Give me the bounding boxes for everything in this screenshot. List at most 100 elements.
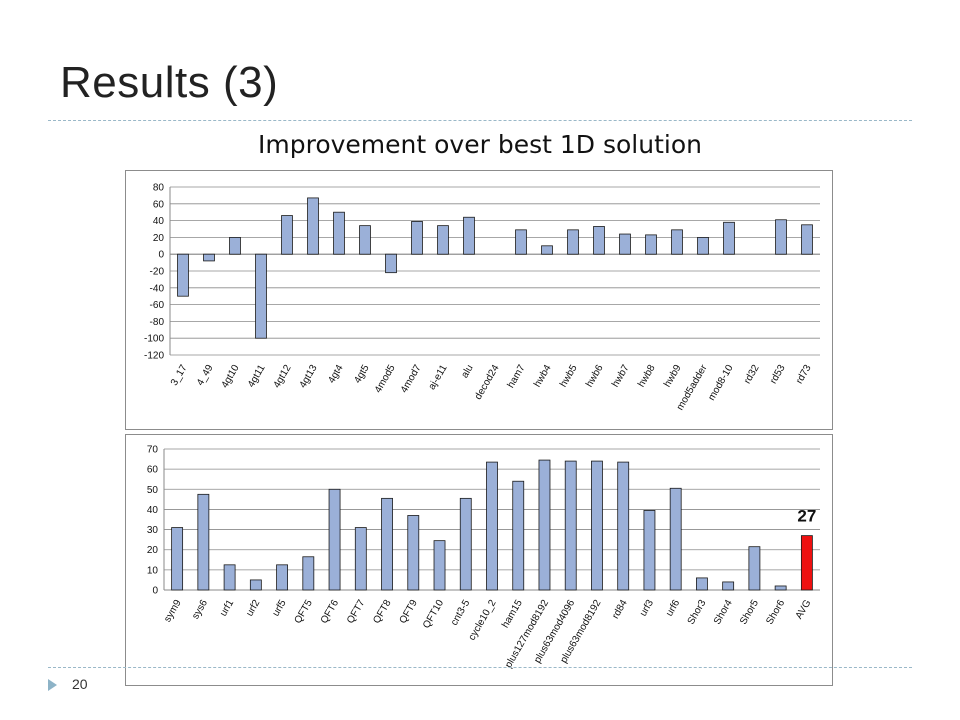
- y-tick-label: -60: [150, 300, 165, 311]
- x-tick-label: ham7: [506, 363, 528, 391]
- chart-1d-improvement-top: -120 -100 -80 -60 -40 -20 0 20 40 60 80 3_17 4_49 4gt…: [125, 170, 833, 430]
- x-tick-label: QFT6: [319, 598, 342, 626]
- x-tick-label: rd32: [742, 363, 762, 386]
- bar-4gt13: [307, 197, 319, 255]
- bar-4gt4: [333, 211, 345, 255]
- bar-hwb9: [671, 229, 683, 255]
- slide-title: Results (3): [60, 58, 279, 107]
- bar-ham15: [512, 480, 525, 591]
- x-tick-label: hwb6: [584, 363, 606, 390]
- bar-cnt3-5: [459, 497, 472, 591]
- bar-rd53: [775, 219, 787, 255]
- x-tick-label: urf1: [218, 598, 236, 619]
- x-tick-label: 4gt12: [272, 363, 294, 391]
- bar-urf2: [249, 579, 262, 591]
- bar-rd84: [617, 461, 630, 591]
- bar-cycle10_2: [486, 461, 498, 591]
- x-tick-label: ham15: [500, 598, 525, 630]
- x-tick-label: QFT7: [345, 598, 368, 626]
- x-tick-label: 4_49: [195, 363, 216, 388]
- x-tick-label: urf6: [664, 598, 682, 619]
- x-tick-label: QFT8: [371, 598, 394, 626]
- x-tick-label: cnt3-5: [449, 598, 473, 628]
- bar-urf6: [669, 487, 682, 591]
- x-tick-label: hwb9: [662, 363, 684, 390]
- x-tick-label: rd73: [794, 363, 814, 386]
- bar-hwb5: [567, 229, 579, 255]
- avg-annotation: 27: [797, 507, 816, 526]
- bar-AVG: [800, 535, 813, 591]
- page-number: 20: [72, 676, 88, 692]
- bar-Shor3: [696, 577, 708, 591]
- bar-4mod5: [385, 253, 397, 274]
- bar-4gt11: [255, 253, 267, 339]
- y-tick-label: 20: [153, 233, 165, 244]
- y-tick-label: -120: [144, 351, 164, 362]
- bar-mod8-10: [723, 221, 735, 255]
- bar-QFT8: [381, 497, 393, 591]
- bar-hwb6: [593, 226, 605, 255]
- bar-mod5adder: [697, 237, 709, 255]
- y-tick-label: -80: [150, 317, 165, 328]
- y-tick-label: 0: [158, 250, 164, 261]
- bar-Shor6: [774, 585, 787, 591]
- bar-hwb4: [541, 245, 553, 255]
- y-tick-label: 10: [147, 565, 159, 576]
- x-tick-label: QFT5: [293, 598, 316, 626]
- bar-aj-e11: [437, 225, 449, 255]
- bar-ham7: [515, 229, 527, 255]
- y-tick-label: 50: [147, 485, 159, 496]
- footer-divider: [48, 667, 912, 668]
- bar-QFT5: [302, 556, 315, 591]
- bar-urf5: [276, 564, 288, 591]
- bar-plus63mod8192: [591, 460, 603, 591]
- x-tick-label: urf5: [271, 598, 289, 619]
- y-tick-label: 40: [147, 505, 159, 516]
- bar-plus127mod8192: [538, 459, 551, 591]
- x-tick-label: Shor5: [738, 598, 761, 627]
- x-tick-label: 4gt11: [246, 363, 268, 390]
- bar-4mod7: [411, 221, 423, 255]
- bar-4_49: [203, 253, 215, 262]
- bar-alu: [463, 216, 475, 255]
- bar-sym9: [171, 527, 184, 591]
- bar-sys6: [197, 493, 210, 591]
- bar-hwb7: [619, 233, 631, 255]
- bar-4gt5: [359, 225, 371, 255]
- x-tick-label: alu: [459, 363, 475, 380]
- title-divider: [48, 120, 912, 121]
- bar-3_17: [177, 253, 189, 297]
- x-tick-label: hwb4: [532, 363, 554, 390]
- x-tick-label: 4mod5: [373, 363, 398, 395]
- y-tick-label: 0: [152, 586, 158, 597]
- bar-QFT10: [433, 540, 446, 591]
- x-tick-label: QFT10: [421, 598, 446, 631]
- x-tick-label: sys6: [190, 598, 210, 622]
- x-tick-label: urf3: [638, 598, 656, 619]
- chart-1d-improvement-bottom: 0 10 20 30 40 50 60 70 sym9 sys6 urf1 urf2 urf5 QFT5 Q…: [125, 434, 833, 686]
- bar-QFT9: [407, 515, 420, 591]
- x-tick-label: decod24: [473, 363, 502, 402]
- x-tick-label: mod8-10: [706, 363, 735, 403]
- x-tick-label: Shor6: [764, 598, 787, 627]
- bar-urf3: [643, 510, 656, 591]
- bar-rd73: [801, 224, 813, 255]
- y-tick-label: 70: [147, 445, 159, 456]
- bullet-arrow-icon: [48, 679, 57, 691]
- x-tick-label: 4mod7: [399, 363, 424, 395]
- x-tick-label: rd53: [768, 363, 788, 386]
- x-tick-label: rd84: [610, 598, 630, 621]
- x-tick-label: hwb7: [610, 363, 632, 390]
- bar-plus63mod4096: [564, 460, 577, 591]
- x-tick-label: AVG: [794, 598, 814, 621]
- y-tick-label: 40: [153, 216, 165, 227]
- bar-4gt10: [229, 237, 241, 255]
- x-tick-label: aj-e11: [427, 363, 450, 392]
- bar-urf1: [223, 564, 236, 591]
- x-tick-label: Shor3: [686, 598, 709, 627]
- bar-Shor5: [748, 546, 761, 591]
- x-tick-label: 4gt13: [298, 363, 320, 391]
- chart-heading: Improvement over best 1D solution: [258, 130, 702, 159]
